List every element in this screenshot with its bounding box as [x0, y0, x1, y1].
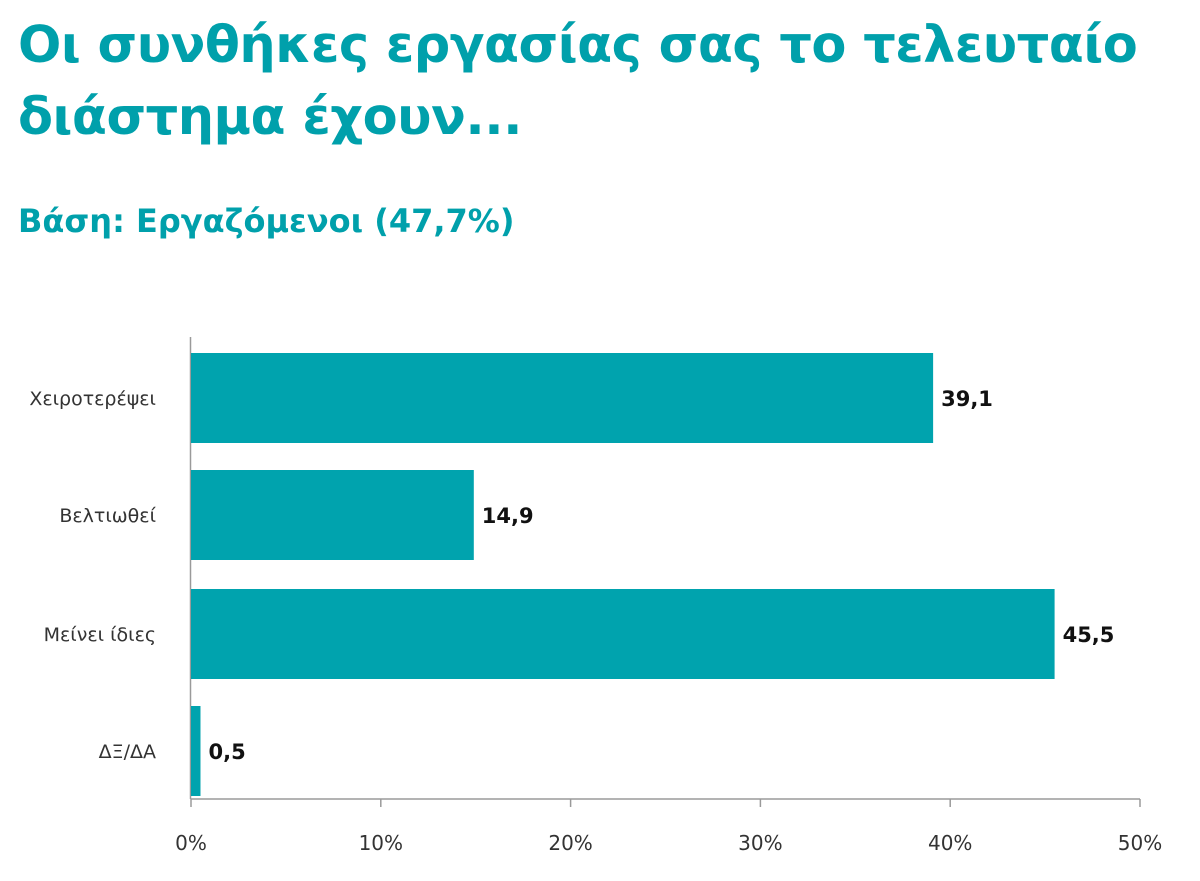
chart-title: Οι συνθήκες εργασίας σας το τελευταίο δι… — [18, 16, 1138, 147]
category-label: ΔΞ/ΔΑ — [99, 741, 156, 763]
bar — [191, 353, 934, 443]
data-label: 39,1 — [941, 387, 993, 411]
data-label: 45,5 — [1063, 623, 1115, 647]
category-label: Βελτιωθεί — [59, 505, 156, 527]
category-label: Χειροτερέψει — [29, 388, 156, 410]
bar-chart: 0% 10% 20% 30% 40% 50% Χειροτερέψει 39,1 Βελτιωθ… — [29, 337, 1162, 855]
bar — [191, 589, 1055, 679]
x-tick-label: 20% — [548, 831, 592, 855]
x-tick-label: 10% — [359, 831, 403, 855]
data-label: 0,5 — [208, 740, 245, 764]
data-label: 14,9 — [482, 504, 534, 528]
chart-subtitle: Βάση: Εργαζόμενοι (47,7%) — [18, 202, 515, 240]
x-tick-label: 30% — [738, 831, 782, 855]
x-tick-label: 0% — [175, 831, 207, 855]
x-tick-label: 50% — [1118, 831, 1162, 855]
category-label: Μείνει ίδιες — [44, 624, 156, 646]
x-tick-label: 40% — [928, 831, 972, 855]
bar — [191, 470, 474, 560]
bar — [191, 706, 201, 796]
